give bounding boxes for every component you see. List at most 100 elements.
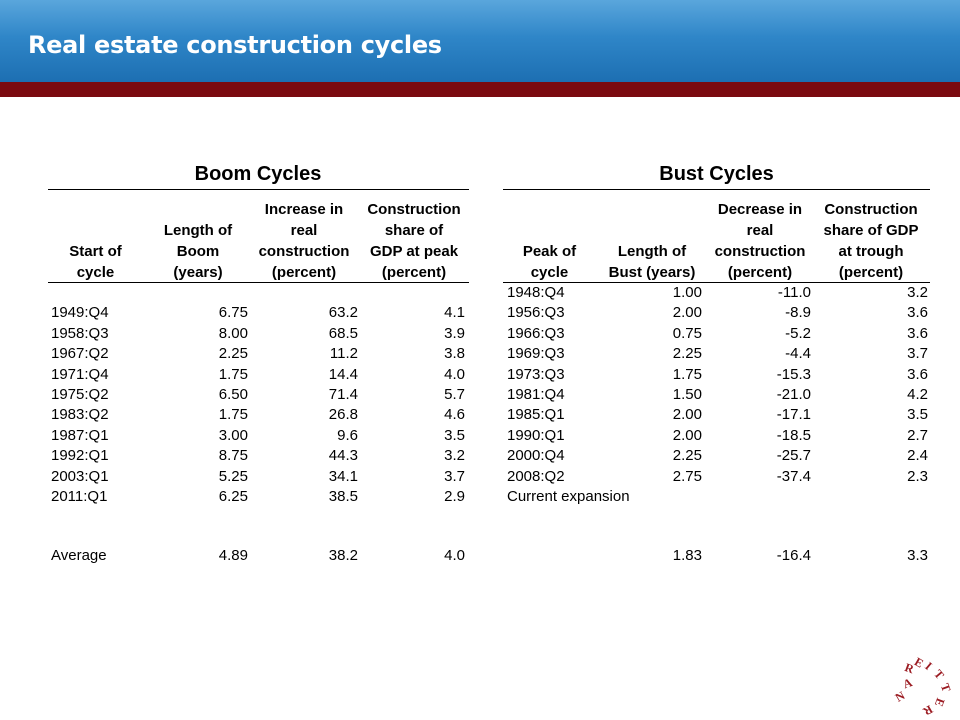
table-cell: 1.50 — [672, 386, 702, 403]
table-cell: 2.00 — [672, 426, 702, 444]
accent-band — [0, 82, 960, 97]
table-cell: 1983:Q2 — [51, 406, 109, 424]
table-cell: 4.2 — [907, 386, 928, 403]
table-cell: 2.00 — [672, 304, 702, 322]
table-cell: -15.3 — [776, 365, 811, 383]
table-cell: 0.75 — [672, 324, 702, 342]
table-cell: 3.7 — [907, 345, 928, 363]
header-line: (percent) — [271, 264, 337, 281]
average-value: 4.0 — [444, 547, 465, 564]
table-cell: 11.2 — [329, 345, 358, 363]
table-cell: 2000:Q4 — [507, 447, 565, 465]
table-cell — [375, 283, 465, 303]
table-cell: -4.4 — [785, 345, 811, 363]
bust-table-title: Bust Cycles — [659, 163, 774, 185]
table-cell: 1949:Q4 — [51, 304, 109, 322]
table-cell: 3.9 — [444, 324, 465, 342]
table-cell: -37.4 — [776, 467, 811, 485]
boom-top-rule — [48, 189, 469, 190]
header-line: Decrease in — [717, 201, 803, 218]
header-line: share of GDP — [823, 222, 919, 239]
table-cell: 1987:Q1 — [51, 426, 109, 444]
table-cell: 4.0 — [444, 365, 465, 383]
table-cell: 3.6 — [907, 304, 928, 322]
table-cell: 2008:Q2 — [507, 467, 565, 485]
table-cell: 1975:Q2 — [51, 386, 109, 403]
average-value: 1.83 — [672, 547, 702, 564]
boom-table-title: Boom Cycles — [194, 163, 322, 185]
header-line: Boom — [176, 243, 220, 260]
table-cell: 14.4 — [328, 365, 358, 383]
table-cell: 4.1 — [444, 304, 465, 322]
table-cell: -11.0 — [777, 284, 811, 301]
table-cell: 6.75 — [218, 304, 248, 322]
header-line: (percent) — [381, 264, 447, 281]
table-cell: 3.5 — [907, 406, 928, 424]
table-cell: 1958:Q3 — [51, 324, 109, 342]
table-cell: 1948:Q4 — [507, 284, 565, 301]
table-cell: 4.6 — [444, 406, 465, 424]
header-line: Start of — [69, 243, 122, 260]
table-cell: 1990:Q1 — [507, 426, 565, 444]
header-line: construction — [714, 243, 806, 260]
table-cell: -8.9 — [785, 304, 811, 322]
table-cell: 3.8 — [444, 345, 465, 363]
table-cell: 44.3 — [328, 447, 358, 465]
bust-header-rule — [503, 282, 930, 283]
boom-column-header-4: Construction share of GDP at peak (percent) — [360, 197, 468, 283]
header-line: Length of — [617, 243, 687, 260]
table-cell: 3.6 — [907, 324, 928, 342]
average-value: 4.89 — [218, 547, 248, 564]
table-cell: 2.75 — [672, 467, 702, 485]
logo-letter: A — [901, 675, 914, 691]
table-cell: 2.25 — [672, 447, 702, 465]
table-cell: 2.4 — [907, 447, 928, 465]
title-bar: Real estate construction cycles — [0, 0, 960, 82]
table-cell: 8.75 — [218, 447, 248, 465]
table-cell: 2.3 — [907, 467, 928, 485]
average-label: Average — [51, 547, 107, 564]
bust-column-header-1: Peak of cycle — [501, 197, 598, 283]
header-line: Construction — [824, 201, 918, 218]
table-cell: Current expansion — [507, 488, 630, 505]
table-cell: -17.1 — [776, 406, 811, 424]
table-cell — [158, 283, 248, 303]
table-cell: 1.75 — [218, 365, 248, 383]
header-line: real — [290, 222, 318, 239]
table-cell: 3.6 — [907, 365, 928, 383]
table-cell: 2003:Q1 — [51, 467, 109, 485]
header-line: cycle — [530, 264, 569, 281]
table-cell: 6.25 — [218, 488, 248, 505]
logo-letter: T — [938, 681, 954, 693]
average-value: -16.4 — [776, 547, 811, 564]
header-line: GDP at peak — [369, 243, 459, 260]
table-cell: 71.4 — [328, 386, 358, 403]
header-line: cycle — [76, 264, 115, 281]
table-cell: -5.2 — [785, 324, 811, 342]
table-cell: 1.00 — [672, 284, 702, 301]
table-cell — [268, 283, 358, 303]
table-cell: 1969:Q3 — [507, 345, 565, 363]
slide-title: Real estate construction cycles — [28, 31, 442, 59]
header-line: (percent) — [838, 264, 904, 281]
boom-header-rule — [48, 282, 469, 283]
table-cell: 38.5 — [328, 488, 358, 505]
header-line: Bust (years) — [608, 264, 696, 281]
logo-letter: R — [903, 660, 916, 676]
average-value: 3.3 — [907, 547, 928, 564]
bust-column-header-3: Decrease in real construction (percent) — [706, 197, 814, 283]
table-cell: 26.8 — [328, 406, 358, 424]
header-line: at trough — [838, 243, 904, 260]
logo-letter: E — [932, 696, 948, 708]
table-cell: 5.7 — [444, 386, 465, 403]
table-cell: 63.2 — [328, 304, 358, 322]
table-cell: -21.0 — [776, 386, 811, 403]
table-cell: 1971:Q4 — [51, 365, 109, 383]
table-cell: 34.1 — [328, 467, 358, 485]
table-cell — [838, 487, 928, 507]
table-cell: 2.25 — [218, 345, 248, 363]
header-line: Peak of — [522, 243, 577, 260]
logo-letter: R — [920, 702, 935, 717]
header-line: (years) — [173, 264, 223, 281]
